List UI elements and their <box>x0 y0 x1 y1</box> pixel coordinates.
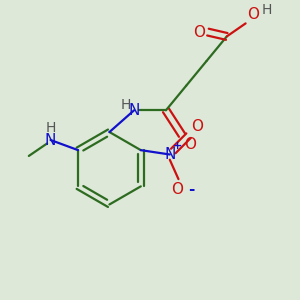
Text: -: - <box>189 182 195 197</box>
Text: O: O <box>184 137 196 152</box>
Text: O: O <box>193 25 205 40</box>
Text: H: H <box>262 3 272 17</box>
Text: N: N <box>128 103 140 118</box>
Text: +: + <box>173 141 182 152</box>
Text: N: N <box>45 133 56 148</box>
Text: O: O <box>171 182 183 197</box>
Text: H: H <box>45 121 56 135</box>
Text: O: O <box>247 7 259 22</box>
Text: N: N <box>164 147 176 162</box>
Text: O: O <box>190 118 202 134</box>
Text: H: H <box>121 98 131 112</box>
